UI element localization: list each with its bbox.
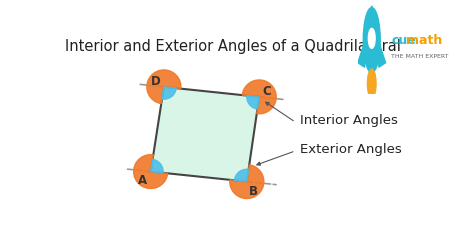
Text: math: math	[406, 34, 442, 47]
Text: Exterior Angles: Exterior Angles	[300, 142, 401, 155]
Text: Interior Angles: Interior Angles	[300, 114, 397, 127]
Text: Interior and Exterior Angles of a Quadrilateral: Interior and Exterior Angles of a Quadri…	[65, 39, 401, 54]
Text: C: C	[263, 85, 271, 98]
Polygon shape	[230, 165, 264, 199]
Text: THE MATH EXPERT: THE MATH EXPERT	[391, 54, 448, 59]
Text: A: A	[138, 173, 147, 186]
Text: cue: cue	[392, 34, 416, 47]
Ellipse shape	[368, 29, 375, 49]
Ellipse shape	[363, 8, 380, 74]
Text: B: B	[248, 184, 257, 198]
Polygon shape	[365, 7, 379, 32]
Ellipse shape	[367, 70, 376, 98]
Polygon shape	[134, 155, 168, 189]
Polygon shape	[151, 88, 259, 182]
Polygon shape	[235, 170, 248, 182]
Text: D: D	[151, 75, 161, 88]
Polygon shape	[151, 160, 163, 173]
Polygon shape	[247, 96, 259, 110]
Polygon shape	[242, 80, 276, 114]
Polygon shape	[379, 43, 385, 68]
Polygon shape	[358, 43, 365, 68]
Polygon shape	[162, 88, 176, 100]
Polygon shape	[147, 71, 181, 104]
